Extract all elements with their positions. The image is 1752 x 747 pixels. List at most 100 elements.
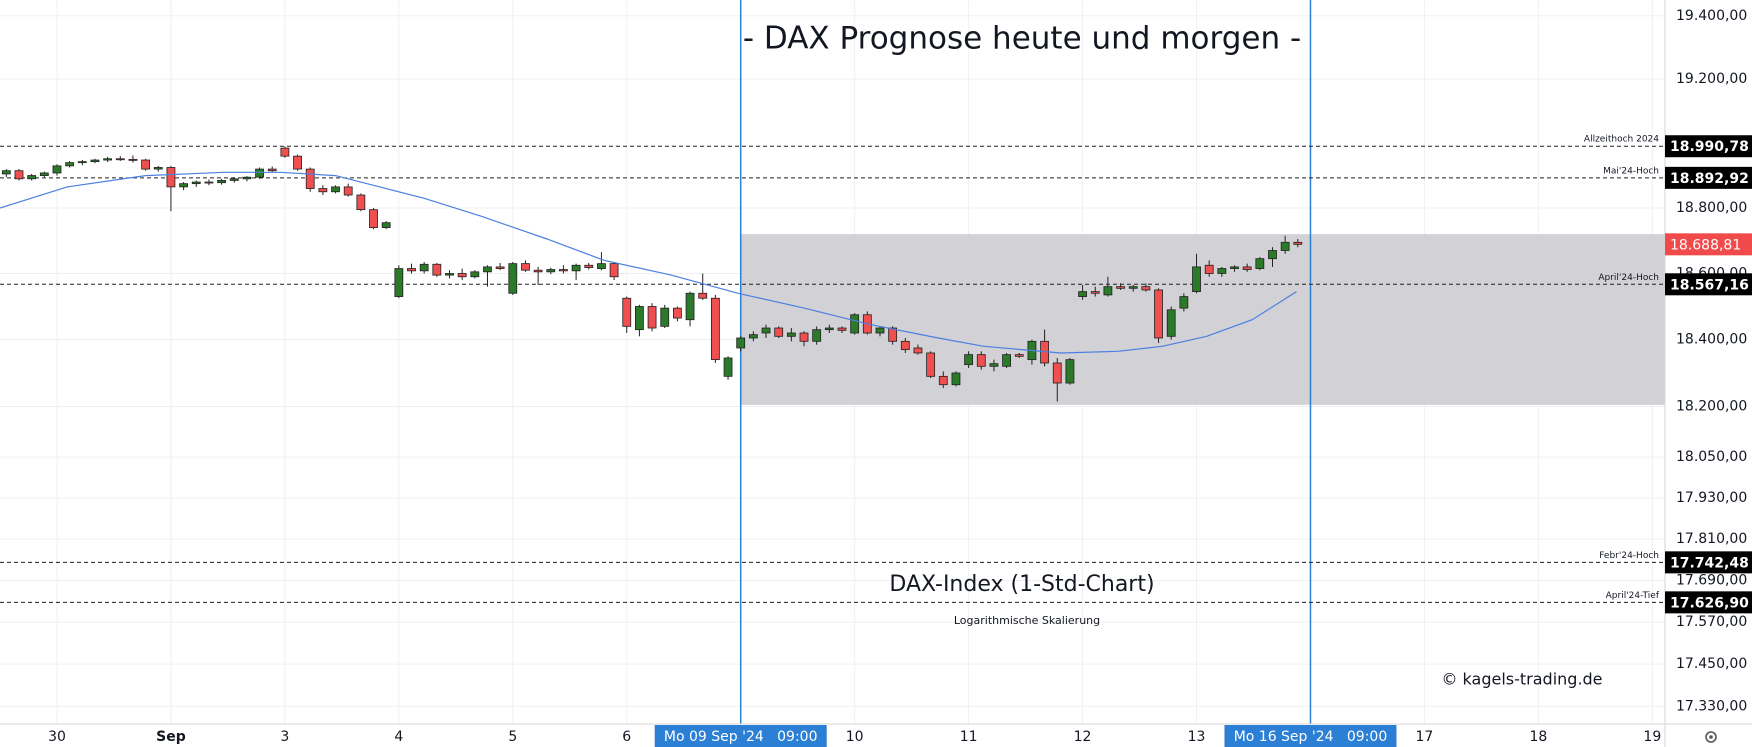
candle-body (128, 158, 138, 161)
candle-body (255, 168, 264, 178)
last-price-box (1665, 233, 1752, 256)
level-value-label: 18.892,92 (1670, 171, 1749, 187)
candle-body (584, 264, 594, 268)
candle-body (1242, 266, 1252, 270)
copyright: © kagels-trading.de (1441, 670, 1602, 689)
level-value-box (1665, 551, 1752, 574)
candle-body (875, 327, 885, 334)
candle-body (1128, 286, 1138, 289)
level-value-box (1665, 591, 1752, 614)
level-value-box (1665, 273, 1752, 296)
candle-body (748, 334, 758, 339)
candle-body (736, 337, 746, 349)
candle-body (710, 297, 720, 361)
candle-body (913, 347, 923, 354)
x-tick-label: 4 (394, 729, 403, 745)
candle-body (204, 181, 214, 184)
candle-body (495, 266, 505, 269)
candle-body (52, 165, 62, 174)
y-tick-label: 17.450,00 (1676, 656, 1747, 672)
level-name: Febr'24-Hoch (1599, 551, 1659, 561)
y-tick-label: 17.930,00 (1676, 490, 1747, 506)
candle-body (115, 158, 125, 161)
candle-body (293, 155, 302, 170)
x-tick-label: 19 (1643, 729, 1661, 745)
x-tick-label: 17 (1416, 729, 1434, 745)
candle-body (356, 194, 366, 211)
x-tick-label: 6 (622, 729, 631, 745)
candle-body (369, 209, 378, 228)
x-tick-label: 3 (280, 729, 289, 745)
candle-body (318, 188, 328, 193)
level-value-label: 18.990,78 (1670, 139, 1749, 155)
candle-body (1090, 291, 1100, 294)
x-tick-label: Sep (156, 729, 186, 745)
level-name: Mai'24-Hoch (1603, 166, 1659, 176)
candle-body (1002, 354, 1011, 367)
candle-body (1065, 359, 1075, 384)
candle-body (900, 340, 910, 351)
candle-body (1052, 362, 1062, 384)
y-tick-label: 19.400,00 (1676, 8, 1747, 24)
candle-body (343, 186, 353, 196)
candle-body (103, 158, 113, 161)
candle-body (976, 354, 986, 367)
candle-body (445, 273, 454, 276)
candle-body (1230, 266, 1239, 269)
candle-body (597, 263, 606, 269)
settings-icon[interactable] (1705, 731, 1717, 743)
candle-body (407, 268, 416, 272)
candle-body (571, 264, 581, 272)
candle-body (647, 306, 657, 329)
candle-body (1280, 241, 1290, 251)
candle-body (141, 159, 151, 170)
candle-body (989, 363, 999, 367)
candle-body (1179, 296, 1189, 309)
x-tick-label: Mo 09 Sep '24 09:00 (664, 729, 818, 745)
y-tick-label: 17.570,00 (1676, 614, 1747, 630)
candle-body (799, 332, 809, 342)
candle-body (723, 357, 733, 377)
x-tick-label: 12 (1074, 729, 1092, 745)
y-tick-label: 18.050,00 (1676, 449, 1747, 465)
plot: Allzeithoch 2024 Mai'24-Hoch April'24-Hoch… (0, 0, 1665, 724)
level-value-box (1665, 166, 1752, 189)
x-tick-label: 30 (48, 729, 66, 745)
x-tick-label: 10 (846, 729, 864, 745)
candle-body (1103, 286, 1113, 296)
candle-body (660, 307, 670, 327)
candle-body (521, 263, 530, 271)
candle-body (217, 180, 226, 184)
level-value-label: 17.742,48 (1670, 555, 1749, 571)
candle-body (786, 332, 796, 337)
candle-body (470, 271, 480, 278)
axes: 19.400,0019.200,0018.800,0018.600,0018.4… (48, 8, 1752, 747)
candle-body (14, 170, 24, 180)
candle-body (77, 161, 87, 164)
candle-body (964, 354, 974, 366)
candle-body (483, 266, 492, 273)
candle-body (850, 314, 860, 334)
candle-body (229, 178, 239, 181)
candle-body (672, 307, 682, 319)
candle-body (191, 181, 201, 185)
candle-body (622, 297, 632, 327)
x-tick-label: 18 (1529, 729, 1547, 745)
x-tick-label: 11 (960, 729, 978, 745)
candle-body (888, 327, 898, 342)
candle-body (824, 327, 834, 331)
x-tick-label: 5 (508, 729, 517, 745)
candle-body (1204, 264, 1214, 274)
y-tick-label: 19.200,00 (1676, 71, 1747, 87)
candle-body (90, 159, 100, 163)
candle-body (698, 292, 708, 299)
y-tick-label: 17.810,00 (1676, 531, 1747, 547)
candle-body (65, 162, 75, 167)
x-tick-label: Mo 16 Sep '24 09:00 (1234, 729, 1388, 745)
candle-body (635, 306, 644, 331)
candle-body (1014, 354, 1024, 357)
candle-body (242, 176, 252, 180)
level-value-box (1665, 135, 1752, 158)
